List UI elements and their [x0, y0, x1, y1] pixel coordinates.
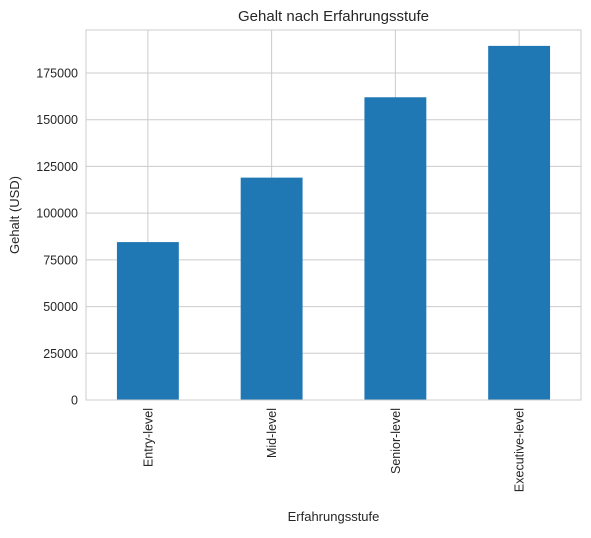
x-tick-label: Mid-level — [265, 408, 279, 458]
y-tick-label: 25000 — [43, 347, 78, 361]
y-tick-label: 100000 — [36, 207, 78, 221]
y-tick-label: 125000 — [36, 160, 78, 174]
x-axis-ticks: Entry-level Mid-level Senior-level Executiv… — [141, 408, 526, 492]
plot-area-frame — [85, 29, 582, 401]
y-axis-ticks: 0 25000 50000 75000 100000 125000 150000 175000 — [36, 66, 78, 407]
bar-entry-level — [116, 242, 179, 400]
bar-senior-level — [364, 97, 427, 400]
x-tick-label: Senior-level — [389, 408, 403, 474]
bar-executive-level — [488, 45, 551, 400]
y-axis-label: Gehalt (USD) — [7, 176, 22, 254]
y-tick-label: 150000 — [36, 113, 78, 127]
y-tick-label: 0 — [71, 394, 78, 408]
bars-layer — [116, 45, 551, 400]
y-tick-label: 175000 — [36, 66, 78, 80]
x-tick-label: Executive-level — [513, 408, 527, 492]
y-tick-label: 75000 — [43, 253, 78, 267]
chart-title: Gehalt nach Erfahrungsstufe — [238, 8, 429, 25]
bar-mid-level — [240, 177, 303, 400]
y-tick-label: 50000 — [43, 300, 78, 314]
x-tick-label: Entry-level — [141, 408, 155, 467]
x-axis-label: Erfahrungsstufe — [288, 509, 380, 524]
